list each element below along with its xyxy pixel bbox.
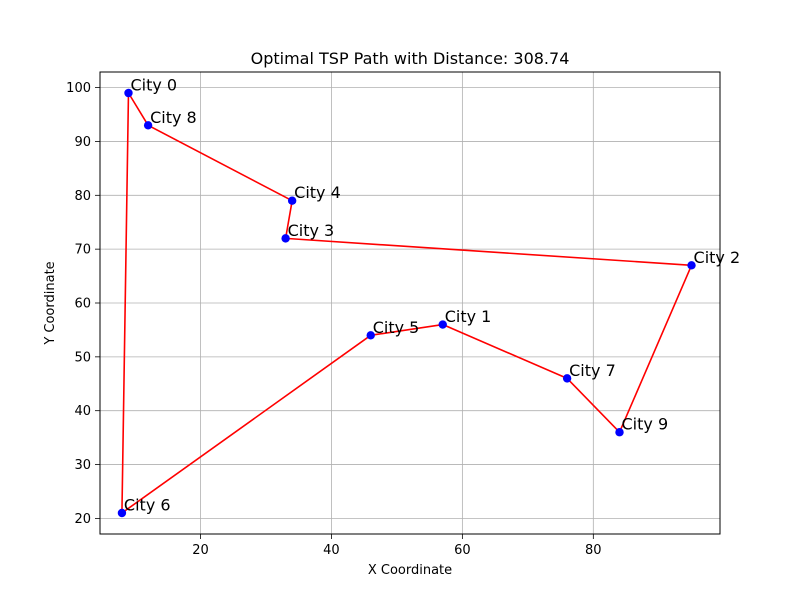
path-segment [127, 92, 149, 127]
y-tick-label: 80 [74, 189, 91, 204]
city-label: City 9 [622, 415, 669, 434]
y-axis-label: Y Coordinate [43, 261, 58, 345]
y-tick-label: 100 [66, 81, 91, 96]
path-segment [284, 237, 693, 267]
y-tick-label: 90 [74, 135, 91, 150]
city-label: City 7 [569, 361, 616, 380]
city-point [124, 88, 133, 98]
city-label: City 1 [445, 307, 492, 326]
city-point [615, 428, 624, 437]
city-label: City 2 [694, 248, 741, 267]
label-layer: City 0 City 1 City 2 City 3 City 4 City 5 City… [124, 76, 740, 515]
y-tick-label: 40 [74, 404, 91, 419]
city-point [281, 234, 290, 243]
city-point [143, 121, 153, 130]
city-point [117, 508, 127, 518]
x-tick-label: 60 [454, 543, 471, 558]
y-tick-label: 50 [74, 350, 91, 365]
city-label: City 5 [373, 318, 420, 337]
x-tick-label: 80 [585, 543, 602, 558]
x-tick-label: 20 [192, 543, 209, 558]
y-tick-label: 30 [74, 458, 91, 473]
city-point [287, 196, 297, 205]
city-label: City 6 [124, 496, 171, 515]
y-tick-label: 20 [74, 512, 91, 527]
y-tick-label: 60 [74, 297, 91, 312]
city-label: City 8 [150, 108, 197, 127]
path-segment [284, 199, 293, 240]
path-segment [369, 323, 444, 337]
grid-layer [100, 72, 720, 534]
point-layer [117, 88, 696, 518]
chart-title: Optimal TSP Path with Distance: 308.74 [251, 49, 570, 68]
path-segment [147, 124, 293, 202]
path-segment [566, 377, 621, 434]
city-point [366, 331, 375, 340]
path-segment [618, 264, 693, 434]
x-axis-label: X Coordinate [368, 563, 452, 578]
city-point [438, 320, 447, 329]
path-segment [121, 334, 372, 514]
x-tick-label: 40 [323, 543, 340, 558]
path-segment [441, 323, 568, 380]
city-point [562, 374, 572, 383]
y-tick-label: 70 [74, 243, 91, 258]
city-label: City 3 [288, 221, 335, 240]
tick-layer: 20 40 60 80 20 30 40 50 60 70 80 90 100 [66, 81, 601, 558]
path-segment [121, 92, 130, 514]
city-point [687, 261, 696, 270]
path-layer [121, 92, 693, 514]
city-label: City 0 [130, 76, 177, 95]
city-label: City 4 [294, 183, 341, 202]
